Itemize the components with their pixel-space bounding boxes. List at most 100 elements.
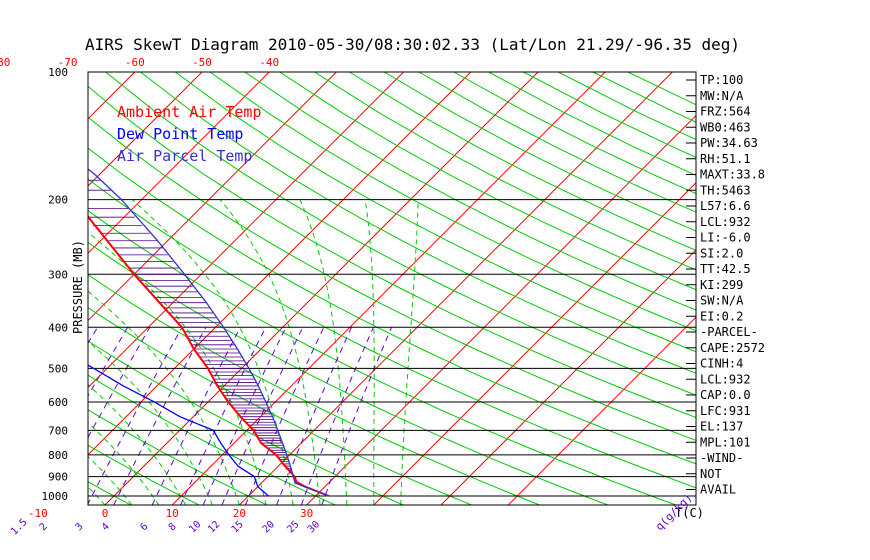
index-label: MW:N/A [700, 89, 744, 103]
pressure-tick-label: 900 [48, 471, 68, 484]
mixing-ratio-line [245, 327, 325, 505]
bottom-temp-tick-label: 0 [102, 507, 109, 520]
dry-adiabat-line [88, 116, 696, 441]
top-temp-tick-label: -40 [259, 56, 279, 69]
moist-adiabat-line [88, 340, 213, 505]
isotherm-line [88, 72, 136, 120]
index-label: LCL:932 [700, 215, 751, 229]
mixing-ratio-line [180, 327, 267, 505]
index-label: LFC:931 [700, 404, 751, 418]
isotherm-line [88, 72, 203, 187]
bottom-temp-tick-label: -10 [28, 507, 48, 520]
pressure-tick-labels: 100 200 300 400 500 600 700 800 900 1000 [42, 66, 69, 503]
dry-adiabat-line [453, 72, 696, 195]
index-label: EL:137 [700, 420, 743, 434]
mixing-ratio-tick-label: 10 [187, 519, 203, 535]
dry-adiabat-line [244, 72, 696, 311]
dry-adiabat-line [140, 72, 696, 374]
index-label: SW:N/A [700, 294, 744, 308]
index-label: EI:0.2 [700, 309, 743, 323]
pressure-tick-label: 600 [48, 396, 68, 409]
plot-frame [87, 71, 697, 506]
bottom-temp-tick-label: 30 [300, 507, 313, 520]
mixing-ratio-tick-label: 8 [167, 521, 179, 533]
moist-adiabat-line [131, 199, 294, 505]
moist-adiabat-line [400, 199, 419, 505]
legend-entry: Ambient Air Temp [117, 103, 262, 121]
isotherm-line [306, 114, 696, 505]
pressure-tick-label: 800 [48, 449, 68, 462]
bottom-temp-tick-label: 20 [233, 507, 246, 520]
mixing-ratio-line [300, 327, 374, 505]
dry-adiabat-line [88, 374, 336, 505]
index-label: -PARCEL- [700, 325, 758, 339]
index-label: AVAIL [700, 483, 736, 497]
mixing-ratio-line [202, 327, 287, 505]
dry-adiabat-line [88, 306, 472, 505]
index-label: SI:2.0 [700, 246, 743, 260]
mixing-ratio-tick-label: 15 [230, 519, 246, 535]
isotherm-line [440, 249, 696, 505]
top-temp-tick-label: -50 [192, 56, 212, 69]
index-label: L57:6.6 [700, 199, 751, 213]
index-label: TP:100 [700, 73, 743, 87]
dry-adiabat-line [314, 72, 696, 271]
moist-adiabat-line [0, 200, 51, 505]
legend: Ambient Air Temp Dew Point Temp Air Parcel… [117, 103, 262, 165]
mixing-ratio-line [88, 327, 183, 505]
top-temp-tick-label: -80 [0, 56, 10, 69]
dry-adiabat-line [175, 72, 696, 353]
bottom-temp-tick-label: 10 [166, 507, 179, 520]
mixing-ratio-tick-label: 25 [285, 519, 301, 535]
profile-lines [88, 168, 330, 497]
mixing-ratio-tick-label: 30 [306, 519, 322, 535]
mixing-ratio-line [221, 327, 304, 505]
isotherm-line [88, 72, 270, 254]
dry-adiabat-line [209, 72, 696, 332]
index-label: LCL:932 [700, 372, 751, 386]
dry-adiabat-line [88, 409, 268, 505]
series-line-ambient-air-temp [88, 215, 330, 497]
legend-entry: Air Parcel Temp [117, 147, 252, 165]
index-label: TT:42.5 [700, 262, 751, 276]
y-axis-label: PRESSURE (MB) [71, 240, 85, 334]
isotherm-line [88, 72, 337, 322]
moist-adiabat-line [88, 290, 240, 505]
mixing-ratio-tick-label: 4 [100, 521, 112, 533]
series-line-air-parcel-temp [88, 168, 330, 497]
mixing-ratio-tick-label: 2 [38, 521, 50, 533]
pressure-tick-label: 500 [48, 362, 68, 375]
dry-adiabat-line [88, 241, 608, 505]
mixing-ratio-line [0, 327, 49, 505]
dry-adiabat-line [383, 72, 696, 232]
dry-adiabat-line [88, 444, 200, 505]
mixing-ratio-line [321, 327, 393, 505]
index-label: -WIND- [700, 451, 743, 465]
pressure-tick-label: 100 [48, 66, 68, 79]
pressure-tick-label: 700 [48, 424, 68, 437]
moist-adiabat-line [219, 199, 321, 505]
index-label: CAPE:2572 [700, 341, 765, 355]
moist-adiabat-line [299, 199, 348, 505]
mixing-ratio-tick-label: 12 [206, 519, 222, 535]
mixing-ratio-tick-label: 3 [74, 521, 86, 533]
dry-adiabat-line [88, 147, 696, 465]
index-label: CAP:0.0 [700, 388, 751, 402]
chart-title: AIRS SkewT Diagram 2010-05-30/08:30:02.3… [85, 35, 740, 54]
dry-adiabat-line [349, 72, 696, 251]
index-label: PW:34.63 [700, 136, 758, 150]
isotherm-line [373, 182, 696, 505]
isotherm-line [507, 316, 696, 505]
index-label: MAXT:33.8 [700, 168, 765, 182]
isotherm-line [239, 72, 673, 505]
mixing-ratio-line [88, 327, 129, 397]
pressure-tick-label: 200 [48, 194, 68, 207]
dry-adiabat-line [105, 72, 696, 396]
dry-adiabat-line [88, 481, 132, 505]
index-label: KI:299 [700, 278, 743, 292]
isotherm-line [88, 72, 404, 389]
pressure-tick-label: 400 [48, 321, 68, 334]
